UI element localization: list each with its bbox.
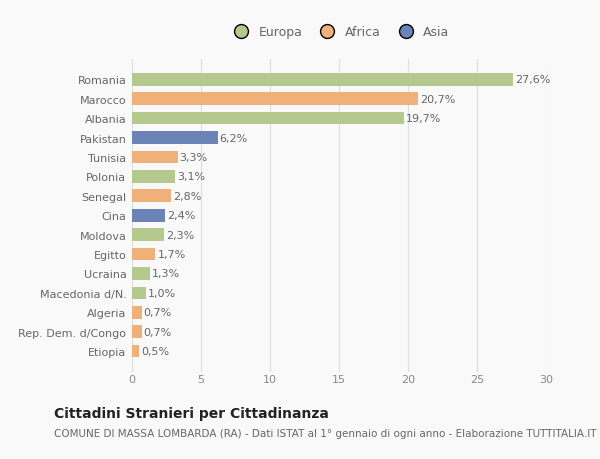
Text: 3,1%: 3,1% bbox=[177, 172, 205, 182]
Bar bbox=[132, 74, 513, 86]
Bar bbox=[132, 345, 139, 358]
Bar bbox=[132, 287, 146, 300]
Bar bbox=[132, 325, 142, 338]
Text: 2,3%: 2,3% bbox=[166, 230, 194, 240]
Text: 1,7%: 1,7% bbox=[158, 250, 186, 259]
Bar bbox=[132, 190, 170, 203]
Text: 1,0%: 1,0% bbox=[148, 288, 176, 298]
Legend: Europa, Africa, Asia: Europa, Africa, Asia bbox=[225, 22, 453, 43]
Text: 2,4%: 2,4% bbox=[167, 211, 196, 221]
Bar bbox=[132, 132, 218, 145]
Bar bbox=[132, 209, 165, 222]
Bar bbox=[132, 306, 142, 319]
Text: COMUNE DI MASSA LOMBARDA (RA) - Dati ISTAT al 1° gennaio di ogni anno - Elaboraz: COMUNE DI MASSA LOMBARDA (RA) - Dati IST… bbox=[54, 428, 596, 438]
Text: 0,5%: 0,5% bbox=[141, 347, 169, 356]
Bar bbox=[132, 268, 150, 280]
Text: Cittadini Stranieri per Cittadinanza: Cittadini Stranieri per Cittadinanza bbox=[54, 406, 329, 420]
Bar bbox=[132, 93, 418, 106]
Text: 27,6%: 27,6% bbox=[515, 75, 550, 85]
Text: 2,8%: 2,8% bbox=[173, 191, 201, 202]
Bar bbox=[132, 229, 164, 241]
Bar bbox=[132, 112, 404, 125]
Text: 0,7%: 0,7% bbox=[144, 308, 172, 318]
Bar bbox=[132, 248, 155, 261]
Bar bbox=[132, 151, 178, 164]
Text: 6,2%: 6,2% bbox=[220, 133, 248, 143]
Text: 3,3%: 3,3% bbox=[179, 153, 208, 162]
Text: 1,3%: 1,3% bbox=[152, 269, 180, 279]
Text: 20,7%: 20,7% bbox=[420, 95, 455, 105]
Text: 0,7%: 0,7% bbox=[144, 327, 172, 337]
Bar bbox=[132, 171, 175, 183]
Text: 19,7%: 19,7% bbox=[406, 114, 442, 124]
